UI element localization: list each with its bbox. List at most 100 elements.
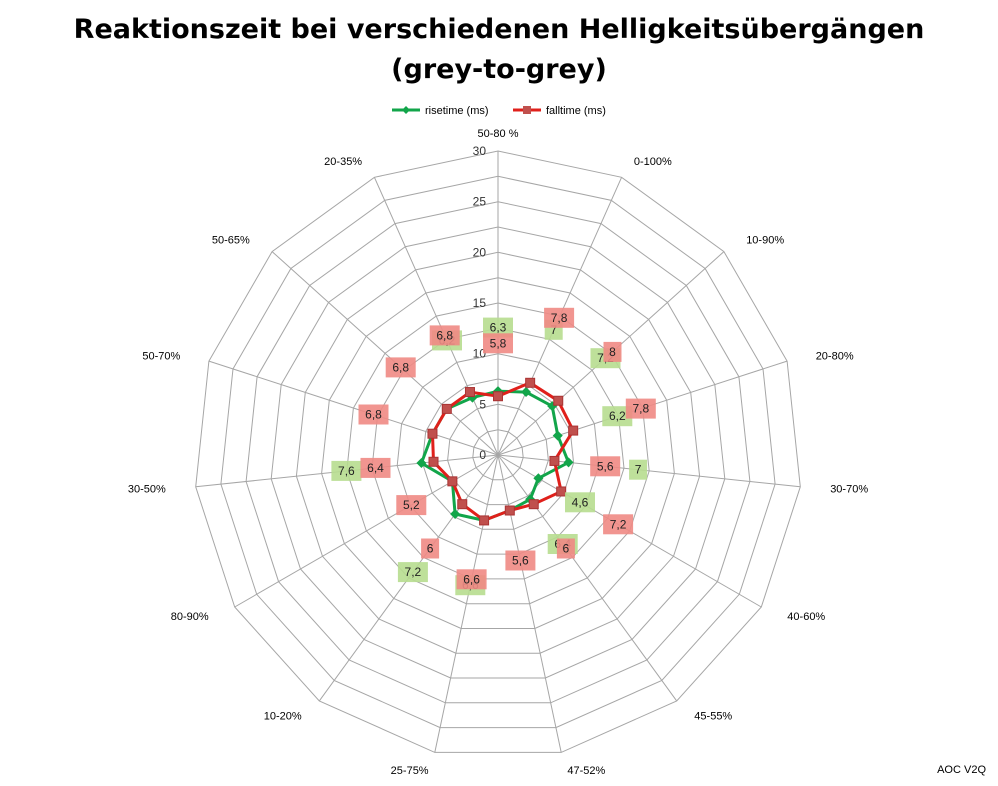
category-label: 10-90% [746,235,784,247]
source-note: AOC V2Q [937,764,986,776]
radar-grid [195,150,801,753]
series-marker [427,428,438,439]
data-label-box [396,495,427,516]
data-label: 5,2 [403,498,420,512]
category-label: 50-80 % [478,128,519,140]
grid-ring [447,403,549,506]
grid-ring [295,251,701,654]
grid-spoke [208,360,499,456]
axis-tick-label: 10 [473,347,487,361]
category-label: 47-52% [567,765,605,777]
series-marker [428,456,439,467]
axis-tick-label: 5 [479,397,486,411]
axis-tick-label: 25 [473,195,487,209]
axis-tick-label: 30 [473,144,487,158]
axis-tick-label: 0 [479,448,486,462]
grid-spoke [373,177,499,456]
data-label: 7,6 [338,464,355,478]
data-label-box [385,357,416,378]
data-label-box [544,307,575,328]
data-label-box [602,406,633,427]
data-label: 7,8 [551,311,568,325]
series-marker [563,457,574,468]
series-marker [521,387,532,398]
data-label-box [556,538,575,559]
category-label: 20-35% [324,156,362,168]
legend-label: falltime (ms) [546,105,606,117]
data-label-box [603,514,634,535]
category-label: 80-90% [171,611,209,623]
series-layer [416,377,579,526]
radial-axis-ticks: 0 5 10 15 20 25 30 [473,144,487,462]
series-marker [504,505,515,516]
data-label: 7 [635,463,642,477]
data-label-box [629,459,648,480]
series-marker [533,473,544,484]
category-label: 10-20% [264,711,302,723]
series-marker [556,486,567,497]
data-label-box [483,317,513,338]
chart-title-line2: (grey-to-grey) [391,54,607,85]
data-labels: 6,377,26,274,66,46,67,27,66,25,87,887,85… [331,307,656,596]
grid-spoke [434,454,499,753]
axis-tick-label: 15 [473,296,487,310]
data-label: 7,2 [405,565,422,579]
data-label-box [331,460,362,481]
grid-ring [270,226,726,679]
data-label: 7,2 [610,517,627,531]
grid-spoke [497,454,562,753]
data-label: 6,2 [609,409,626,423]
legend-marker [402,106,410,114]
data-label: 6,6 [463,572,480,586]
data-label: 6,8 [392,360,409,374]
data-label: 7,8 [632,402,649,416]
data-label-box [360,457,391,478]
data-label-box [505,550,536,571]
grid-ring [321,277,675,629]
category-label: 50-70% [142,351,180,363]
grid-ring [195,150,801,753]
series-marker [441,403,452,414]
series-marker [450,509,461,520]
data-label: 6 [563,542,570,556]
series-marker [457,499,468,510]
data-label: 4,6 [572,495,589,509]
category-label: 30-70% [830,484,868,496]
category-label: 25-75% [391,765,429,777]
data-label-box [483,333,513,354]
category-label: 45-55% [694,711,732,723]
data-label-box [358,404,389,425]
data-label: 5,6 [512,554,529,568]
grid-spoke [497,454,801,488]
series-marker [549,455,560,466]
data-label-box [603,341,622,362]
data-label-box [625,398,656,419]
series-marker [479,515,490,526]
chart-title-line1: Reaktionszeit bei verschiedenen Helligke… [73,14,925,45]
grid-spoke [271,251,499,456]
data-label-box [590,456,621,477]
category-label: 40-60% [787,611,825,623]
series-marker [553,395,564,406]
data-label-box [397,562,428,583]
grid-spoke [497,454,678,702]
data-label: 6,8 [436,328,453,342]
data-label: 6,8 [365,408,382,422]
series-marker [528,499,539,510]
series-marker [525,377,536,388]
data-label: 8 [609,345,616,359]
legend-marker [523,106,531,114]
legend: risetime (ms) falltime (ms) [392,105,606,117]
series-marker [568,425,579,436]
axis-tick-label: 20 [473,245,487,259]
data-label-box [421,538,440,559]
grid-ring [421,378,575,530]
chart-title: Reaktionszeit bei verschiedenen Helligke… [0,10,998,90]
data-label: 6,3 [490,321,507,335]
series-marker [464,387,475,398]
grid-ring [371,327,625,580]
data-label-box [429,325,460,346]
series-marker [447,476,458,487]
data-label: 5,8 [490,336,507,350]
